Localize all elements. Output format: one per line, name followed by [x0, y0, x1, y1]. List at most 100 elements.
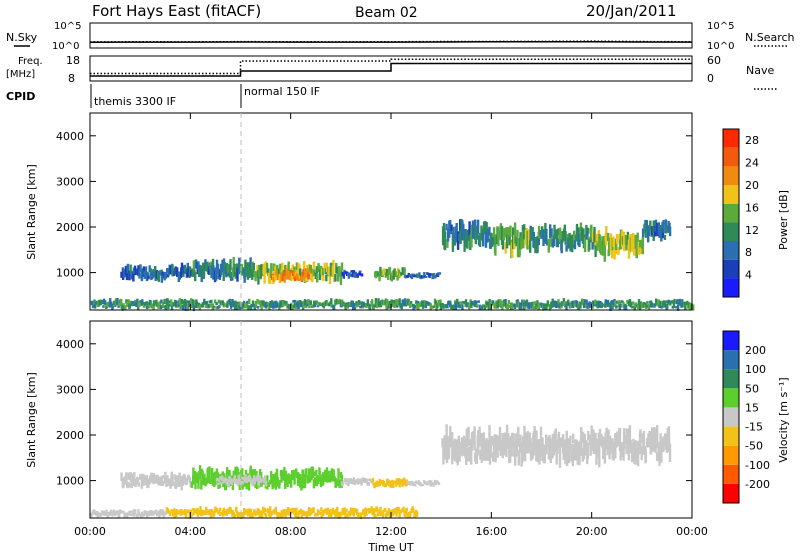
- velocity-cell: [217, 478, 221, 482]
- power-cell: [234, 272, 237, 279]
- power-cell: [683, 301, 686, 306]
- velocity-cell: [431, 482, 435, 485]
- power-colorbar-tick-label: 20: [745, 179, 759, 192]
- velocity-cell: [660, 449, 663, 463]
- velocity-cell: [398, 511, 401, 518]
- velocity-cell: [578, 447, 581, 466]
- power-cell: [333, 299, 337, 306]
- power-cell: [571, 237, 574, 253]
- power-cell: [120, 298, 123, 307]
- power-cell: [187, 266, 190, 277]
- power-cell: [672, 302, 676, 309]
- power-cell: [203, 298, 206, 305]
- power-cell: [139, 300, 142, 303]
- power-cell: [186, 300, 189, 304]
- velocity-cell: [627, 439, 631, 461]
- power-cell: [549, 224, 552, 239]
- power-cell: [301, 274, 304, 281]
- power-cell: [300, 301, 304, 306]
- velocity-cell: [243, 508, 246, 514]
- freq-unit-label: [MHz]: [6, 69, 35, 80]
- velocity-y-label: Slant Range [km]: [25, 372, 38, 468]
- power-cell: [192, 260, 196, 272]
- power-cell: [421, 306, 425, 309]
- power-cell: [233, 263, 236, 277]
- velocity-cell: [644, 452, 648, 462]
- velocity-cell: [271, 512, 274, 516]
- velocity-cell: [274, 506, 278, 514]
- power-cell: [207, 266, 211, 275]
- velocity-cell: [371, 508, 374, 516]
- power-cell: [626, 231, 630, 246]
- velocity-cell: [300, 511, 303, 518]
- power-cell: [507, 299, 510, 305]
- power-cell: [663, 235, 667, 240]
- power-cell: [658, 304, 661, 308]
- velocity-cell: [492, 452, 495, 462]
- velocity-cell: [257, 508, 261, 512]
- velocity-cell: [352, 507, 355, 513]
- velocity-cell: [583, 433, 586, 456]
- cpid-segment-1: themis 3300 IF: [94, 95, 176, 108]
- velocity-cell: [150, 513, 153, 517]
- velocity-cell: [571, 444, 574, 466]
- velocity-cell: [192, 475, 195, 485]
- power-cell: [338, 298, 341, 304]
- velocity-cell: [208, 466, 211, 479]
- power-cell: [216, 263, 220, 274]
- velocity-cell: [592, 429, 595, 442]
- power-cell: [260, 302, 263, 310]
- velocity-cell: [324, 469, 327, 478]
- velocity-cell: [636, 441, 640, 467]
- power-cell: [121, 267, 124, 272]
- velocity-cell: [315, 475, 319, 487]
- velocity-cell: [291, 507, 294, 512]
- power-cell: [228, 264, 231, 278]
- power-cell: [470, 301, 473, 309]
- velocity-cell: [134, 482, 137, 488]
- power-cell: [399, 303, 402, 309]
- power-cell: [212, 305, 216, 309]
- velocity-x-tick-label: 08:00: [275, 525, 307, 538]
- velocity-cell: [278, 480, 281, 486]
- power-cell: [383, 300, 386, 305]
- power-cell: [583, 302, 586, 309]
- velocity-cell: [307, 475, 310, 484]
- power-cell: [185, 269, 189, 278]
- power-cell: [366, 299, 369, 307]
- velocity-cell: [233, 475, 236, 482]
- power-cell: [128, 270, 131, 281]
- power-cell: [459, 219, 462, 234]
- power-cell: [132, 272, 135, 282]
- power-cell: [379, 266, 382, 273]
- power-cell: [673, 298, 676, 305]
- power-cell: [183, 299, 187, 305]
- power-cell: [675, 305, 678, 309]
- power-cell: [263, 301, 266, 308]
- power-cell: [505, 234, 509, 249]
- power-cell: [221, 259, 224, 272]
- power-cell: [421, 300, 424, 307]
- velocity-cell: [379, 506, 382, 513]
- power-cell: [244, 259, 247, 270]
- velocity-cell: [123, 476, 127, 485]
- velocity-cell: [406, 481, 409, 485]
- velocity-cell: [376, 512, 380, 517]
- power-cell: [279, 263, 282, 277]
- power-cell: [269, 272, 272, 285]
- power-cell: [237, 267, 241, 275]
- power-cell: [655, 298, 658, 306]
- power-cell: [492, 303, 496, 306]
- power-cell: [283, 300, 287, 304]
- velocity-cell: [196, 507, 199, 512]
- power-cell: [396, 272, 399, 281]
- velocity-cell: [517, 449, 520, 466]
- power-cell: [657, 299, 660, 305]
- power-cell: [316, 273, 319, 283]
- power-cell: [524, 300, 527, 307]
- power-cell: [543, 303, 546, 310]
- power-cell: [255, 270, 258, 278]
- velocity-cell: [663, 433, 667, 446]
- power-cell: [537, 303, 540, 310]
